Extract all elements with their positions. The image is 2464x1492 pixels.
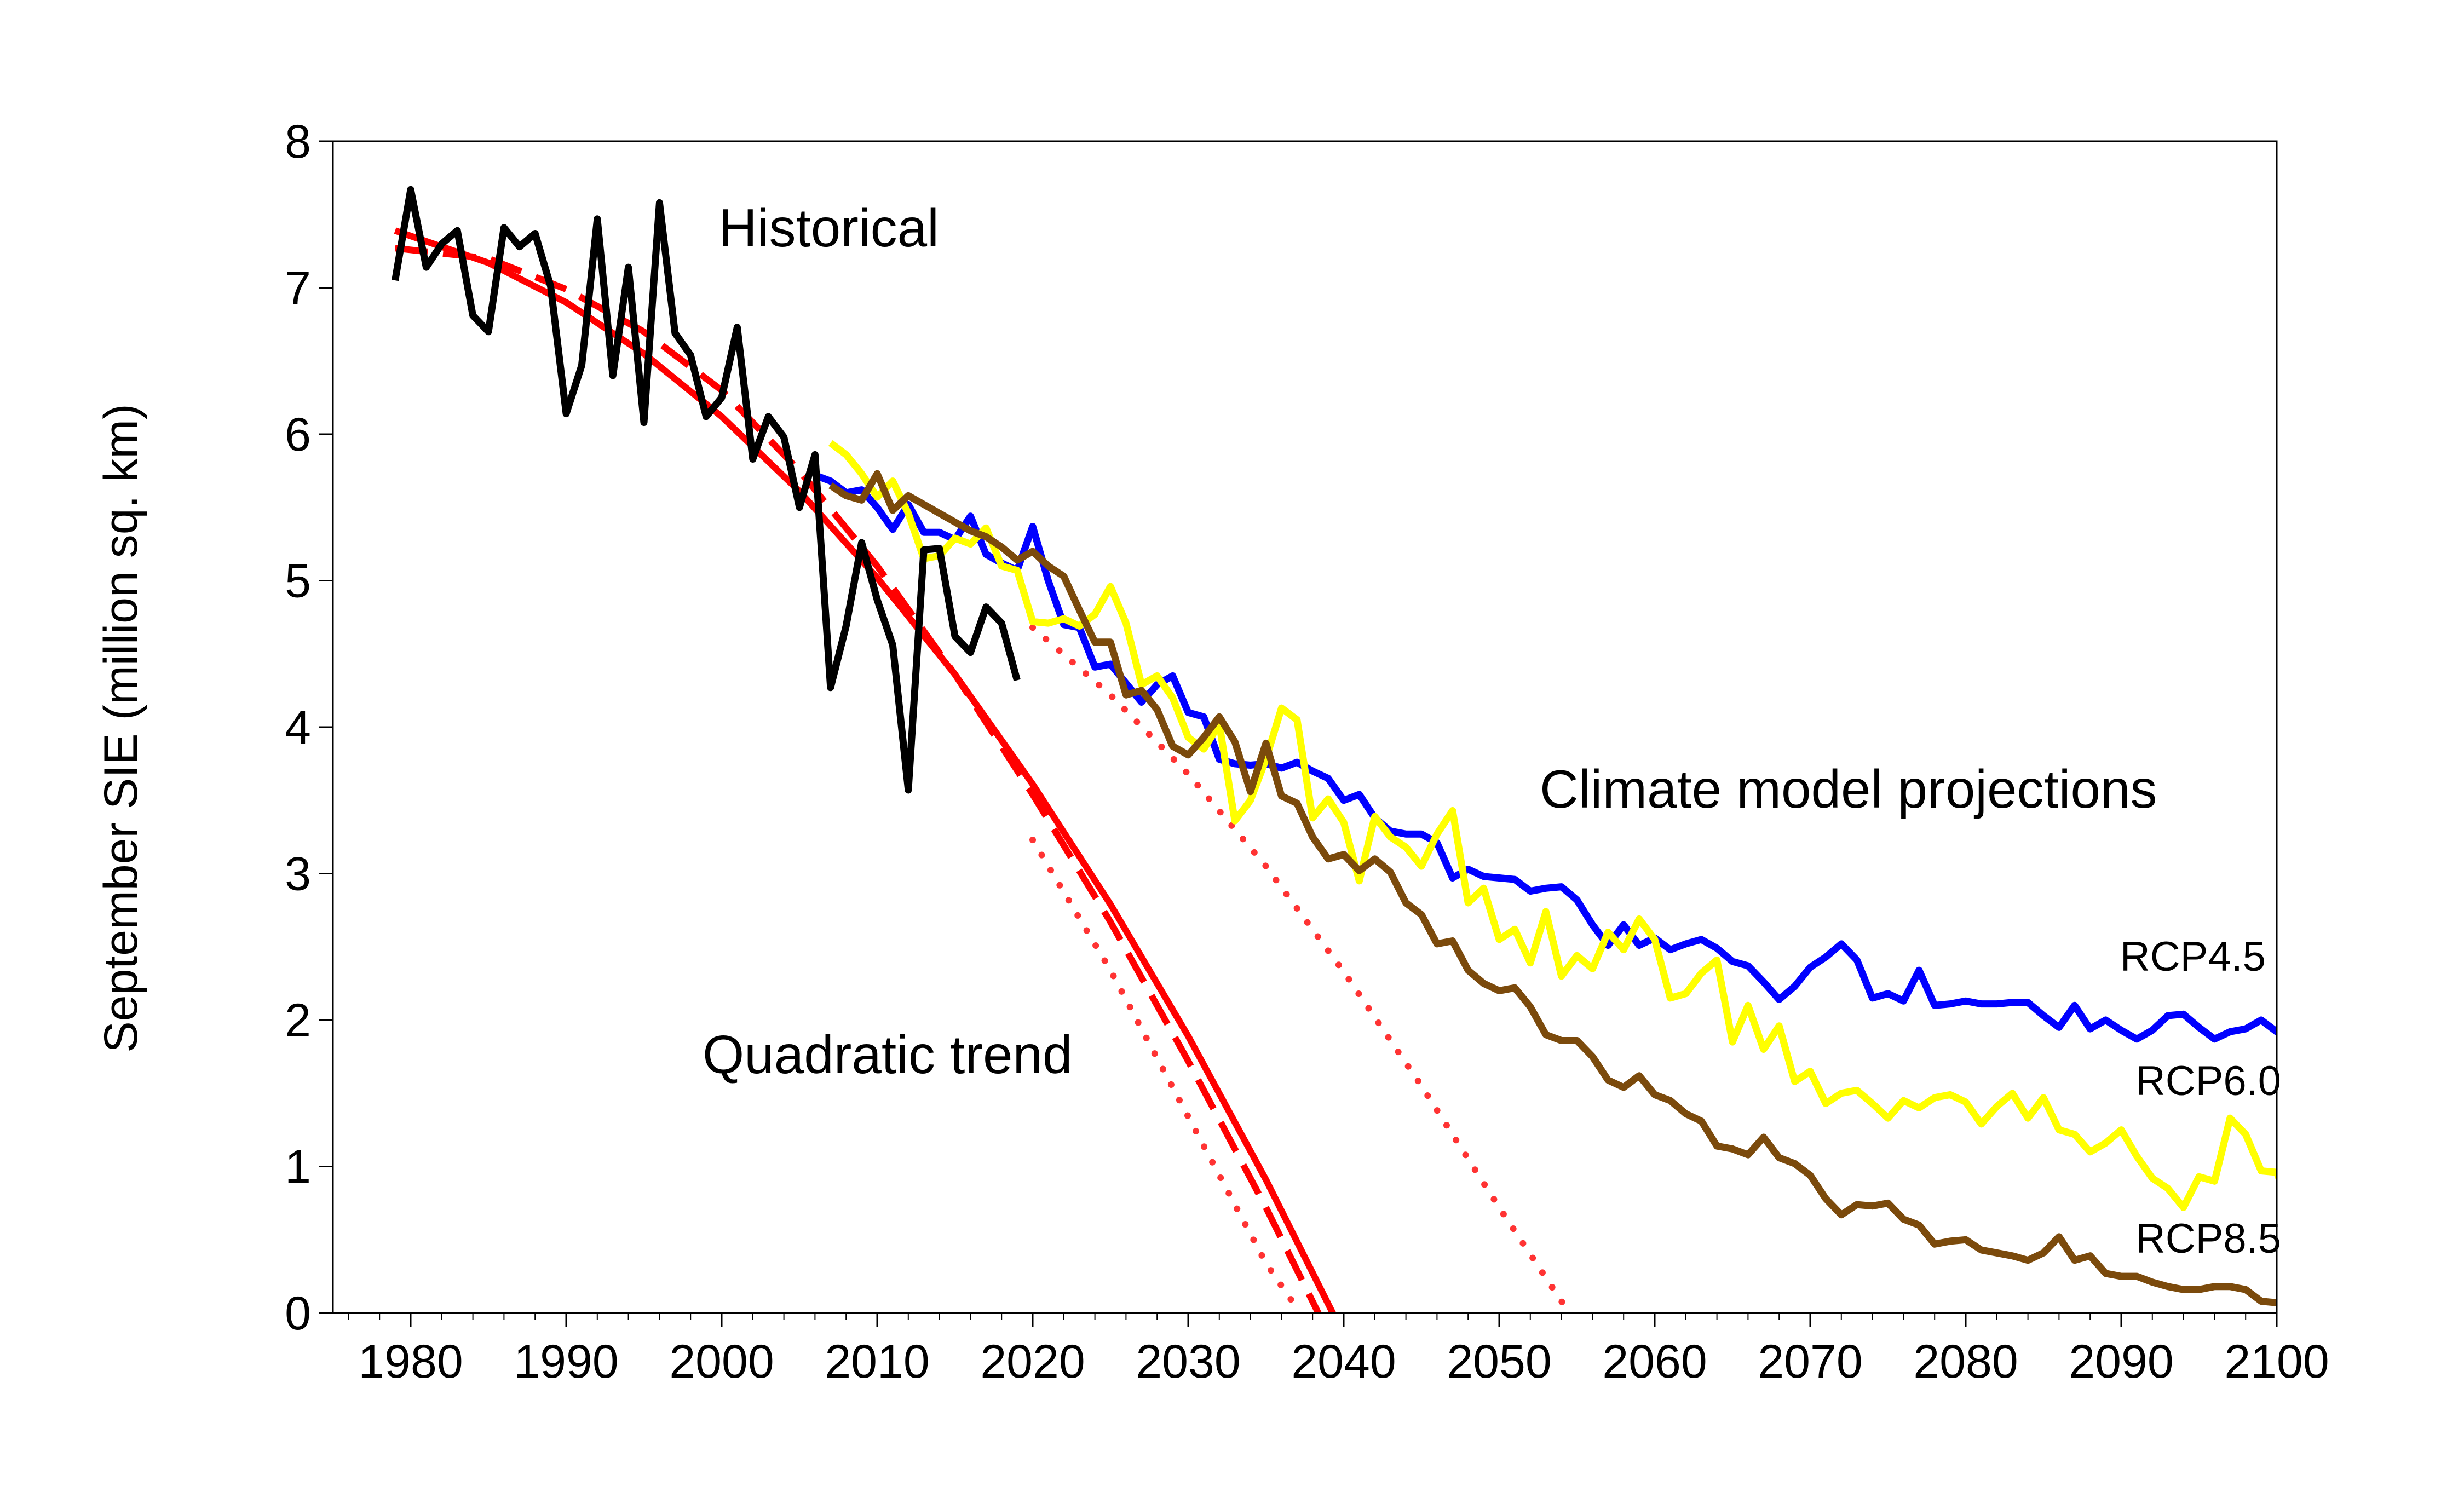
historical-annotation: Historical xyxy=(718,198,939,258)
series-line-rcp8-5 xyxy=(828,470,2277,1306)
x-tick-label: 2060 xyxy=(1602,1335,1707,1388)
projections-annotation: Climate model projections xyxy=(1540,759,2157,819)
x-tick-label: 2000 xyxy=(669,1335,774,1388)
trend-annotation: Quadratic trend xyxy=(703,1024,1072,1085)
y-tick-label: 2 xyxy=(285,994,311,1047)
y-axis-label: September SIE (million sq. km) xyxy=(95,404,147,1052)
x-tick-label: 2030 xyxy=(1136,1335,1240,1388)
rcp85-label: RCP8.5 xyxy=(2135,1216,2281,1262)
series-line-prediction-interval-upper xyxy=(1029,624,1573,1313)
y-tick-label: 4 xyxy=(285,701,311,754)
y-tick-label: 6 xyxy=(285,408,311,461)
series-layer xyxy=(392,186,2277,1313)
y-tick-label: 1 xyxy=(285,1141,311,1194)
x-tick-label: 2020 xyxy=(980,1335,1085,1388)
x-tick-label: 2090 xyxy=(2069,1335,2173,1388)
x-tick-label: 2050 xyxy=(1447,1335,1551,1388)
rcp60-label: RCP6.0 xyxy=(2135,1058,2281,1104)
y-tick-label: 3 xyxy=(285,848,311,901)
x-tick-label: 2100 xyxy=(2224,1335,2329,1388)
x-tick-label: 2040 xyxy=(1291,1335,1396,1388)
x-tick-label: 2080 xyxy=(1913,1335,2018,1388)
x-tick-label: 1990 xyxy=(514,1335,618,1388)
series-line-rcp4-5 xyxy=(814,471,2277,1043)
series-line-quadratic-trend-full-period xyxy=(394,227,1337,1313)
axis-ticks: 0 1 2 3 4 5 6 7 8 1980 1990 2000 2010 2020 2030 2040 205… xyxy=(285,116,2329,1388)
rcp45-label: RCP4.5 xyxy=(2120,934,2266,980)
series-line-quadratic-trend-estimation-sample xyxy=(394,245,1322,1313)
y-tick-label: 5 xyxy=(285,555,311,608)
y-tick-label: 7 xyxy=(285,262,311,315)
y-tick-label: 8 xyxy=(285,116,311,168)
x-tick-label: 2070 xyxy=(1758,1335,1862,1388)
x-tick-label: 2010 xyxy=(825,1335,929,1388)
series-line-historical xyxy=(392,186,1021,794)
y-tick-label: 0 xyxy=(285,1287,311,1340)
series-line-rcp6-0 xyxy=(828,440,2277,1211)
x-tick-label: 1980 xyxy=(358,1335,463,1388)
series-line-prediction-interval-lower xyxy=(1029,837,1304,1313)
